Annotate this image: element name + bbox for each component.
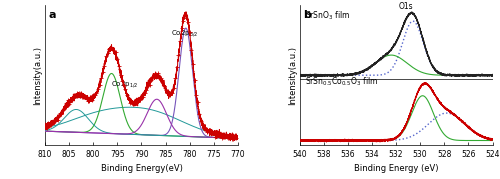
Text: O1s: O1s bbox=[398, 2, 413, 11]
Text: a: a bbox=[49, 9, 56, 20]
X-axis label: Binding Energy(eV): Binding Energy(eV) bbox=[100, 164, 182, 173]
Text: Co2p$_{3/2}$: Co2p$_{3/2}$ bbox=[171, 28, 198, 39]
X-axis label: Binding Energy (eV): Binding Energy (eV) bbox=[354, 164, 438, 173]
Text: b: b bbox=[304, 9, 312, 20]
Y-axis label: Intensity(a.u.): Intensity(a.u.) bbox=[288, 46, 297, 105]
Text: SrSnO$_3$ film: SrSnO$_3$ film bbox=[306, 9, 351, 22]
Y-axis label: Intensity(a.u.): Intensity(a.u.) bbox=[33, 46, 42, 105]
Text: SrSn$_{0.5}$Co$_{0.5}$O$_3$ film: SrSn$_{0.5}$Co$_{0.5}$O$_3$ film bbox=[306, 75, 378, 88]
Text: Co2p$_{1/2}$: Co2p$_{1/2}$ bbox=[111, 79, 138, 90]
